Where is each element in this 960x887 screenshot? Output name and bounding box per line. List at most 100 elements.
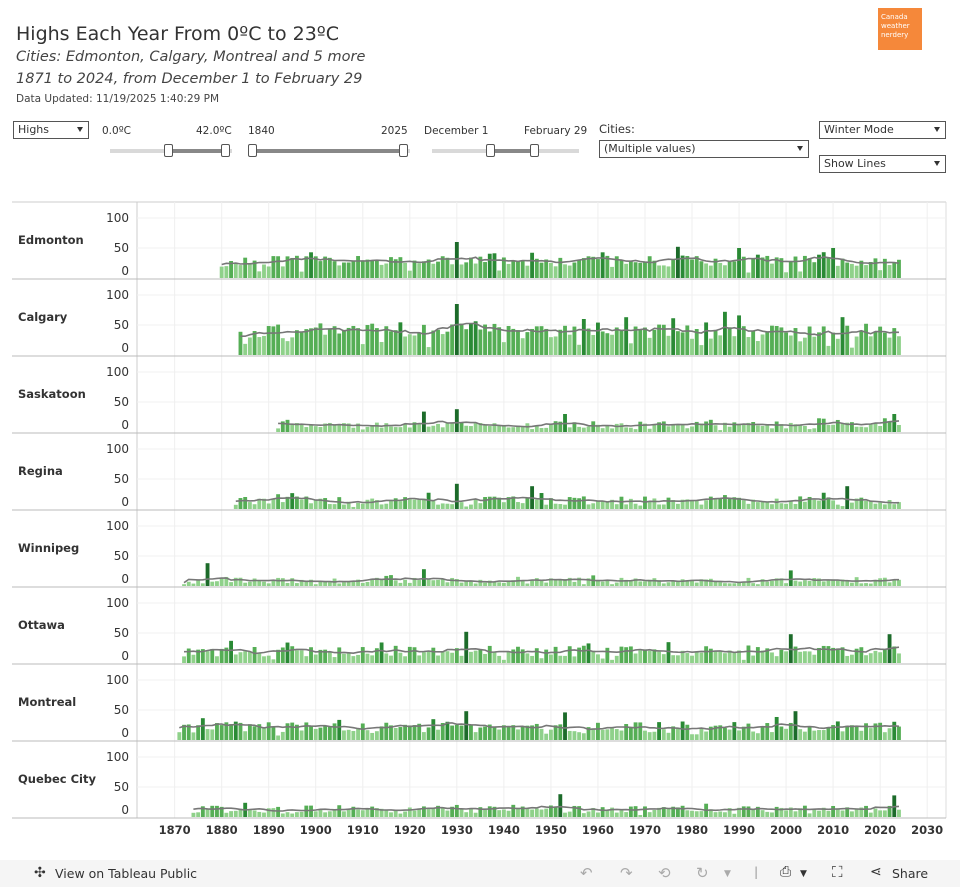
- bar-montreal-1901: [318, 727, 323, 740]
- x-tick-label: 1910: [347, 823, 379, 837]
- bar-montreal-1978: [680, 721, 685, 740]
- bar-regina-1921: [412, 499, 417, 509]
- bar-saskatoon-1907: [346, 423, 351, 432]
- temp-slider-min-handle[interactable]: [164, 144, 173, 157]
- bar-quebec-city-1892: [276, 806, 281, 817]
- year-slider-max-handle[interactable]: [399, 144, 408, 157]
- bar-calgary-2014: [850, 347, 854, 355]
- bar-montreal-1923: [421, 732, 426, 740]
- bar-quebec-city-1965: [619, 810, 624, 817]
- lines-dropdown[interactable]: Show Lines: [819, 155, 946, 173]
- bar-saskatoon-1935: [478, 423, 483, 432]
- bar-saskatoon-1962: [605, 425, 610, 432]
- bar-quebec-city-1990: [737, 807, 741, 817]
- bar-quebec-city-1920: [407, 807, 412, 817]
- bar-quebec-city-1921: [412, 810, 417, 817]
- bar-ottawa-1992: [746, 645, 751, 663]
- bar-regina-1950: [548, 498, 553, 509]
- bar-regina-1932: [464, 506, 469, 509]
- tableau-logo-icon[interactable]: ✣: [34, 865, 46, 881]
- bar-edmonton-1886: [247, 264, 252, 278]
- bar-ottawa-1976: [671, 655, 676, 663]
- bar-calgary-1926: [436, 329, 440, 355]
- bar-winnipeg-1963: [610, 584, 614, 586]
- share-icon[interactable]: ⋖: [870, 864, 882, 880]
- trend-line-quebec-city: [193, 805, 900, 812]
- bar-montreal-1926: [436, 729, 440, 740]
- cities-dropdown[interactable]: (Multiple values): [599, 140, 809, 158]
- bar-saskatoon-1906: [342, 423, 346, 432]
- bar-winnipeg-1973: [657, 580, 662, 586]
- bar-montreal-1908: [351, 730, 356, 740]
- download-icon[interactable]: ⎙: [780, 864, 792, 880]
- bar-quebec-city-1994: [755, 806, 760, 817]
- share-button[interactable]: Share: [892, 866, 929, 881]
- year-slider-min-handle[interactable]: [248, 144, 257, 157]
- bar-calgary-1915: [384, 326, 389, 355]
- undo-icon[interactable]: ↶: [580, 864, 593, 882]
- bar-montreal-1910: [360, 723, 365, 740]
- bar-winnipeg-1970: [643, 581, 647, 586]
- bar-regina-1895: [290, 493, 295, 509]
- bar-calgary-1908: [351, 325, 356, 355]
- pause-dropdown-icon[interactable]: ▼: [724, 869, 731, 879]
- bar-regina-1912: [370, 498, 375, 509]
- bar-quebec-city-1896: [294, 812, 299, 817]
- date-slider-max-handle[interactable]: [530, 144, 539, 157]
- bar-calgary-1921: [412, 335, 417, 355]
- bar-edmonton-1988: [727, 261, 732, 278]
- bar-edmonton-1952: [558, 257, 563, 278]
- bar-quebec-city-1961: [600, 807, 605, 817]
- measure-dropdown[interactable]: Highs: [13, 121, 89, 139]
- bar-calgary-1998: [774, 325, 779, 355]
- bar-ottawa-1959: [591, 650, 596, 663]
- revert-icon[interactable]: ⟲: [658, 864, 671, 882]
- bar-regina-1958: [586, 504, 591, 509]
- y-tick-label: 100: [106, 288, 129, 302]
- bar-quebec-city-1969: [638, 814, 643, 817]
- bar-winnipeg-1895: [290, 578, 295, 586]
- bar-montreal-1895: [290, 722, 295, 740]
- bar-montreal-1906: [342, 730, 346, 740]
- bar-quebec-city-1988: [727, 808, 732, 817]
- bar-quebec-city-1941: [506, 810, 511, 817]
- bar-calgary-2020: [878, 326, 883, 355]
- bar-edmonton-1992: [746, 272, 751, 278]
- bar-calgary-2007: [817, 332, 821, 355]
- redo-icon[interactable]: ↷: [620, 864, 633, 882]
- temp-slider-max-handle[interactable]: [221, 144, 230, 157]
- bar-montreal-1882: [229, 724, 233, 740]
- bar-edmonton-1991: [741, 256, 746, 278]
- bar-regina-1913: [374, 500, 379, 509]
- logo[interactable]: Canada weather nerdery: [878, 8, 922, 50]
- bar-regina-1893: [280, 502, 285, 509]
- date-slider-min-handle[interactable]: [486, 144, 495, 157]
- bar-quebec-city-1879: [215, 805, 219, 817]
- bar-regina-1968: [633, 503, 638, 509]
- bar-ottawa-1906: [342, 653, 346, 663]
- bar-ottawa-1872: [182, 656, 186, 663]
- bar-montreal-1970: [643, 730, 647, 740]
- temp-min-label: 0.0ºC: [102, 125, 131, 137]
- bar-saskatoon-1919: [403, 423, 408, 432]
- bar-montreal-1938: [492, 727, 497, 740]
- bar-regina-1904: [332, 504, 337, 509]
- bar-calgary-2009: [826, 345, 831, 355]
- bar-montreal-1902: [323, 726, 328, 740]
- bar-regina-1925: [431, 500, 436, 509]
- bar-regina-1884: [238, 498, 243, 509]
- bar-saskatoon-1995: [760, 425, 765, 432]
- view-on-tableau-link[interactable]: View on Tableau Public: [55, 866, 198, 881]
- fullscreen-icon[interactable]: ⛶: [832, 863, 843, 881]
- bar-calgary-1985: [713, 329, 718, 355]
- bar-winnipeg-1890: [266, 583, 271, 586]
- bar-winnipeg-1873: [186, 581, 191, 586]
- refresh-icon[interactable]: ↻: [696, 864, 709, 882]
- bar-montreal-1924: [426, 727, 431, 740]
- bar-montreal-1932: [464, 711, 469, 740]
- bar-winnipeg-1900: [313, 584, 318, 586]
- mode-dropdown[interactable]: Winter Mode: [819, 121, 946, 139]
- download-dropdown-icon[interactable]: ▼: [800, 869, 807, 879]
- bar-winnipeg-1928: [445, 582, 450, 586]
- bar-calgary-1960: [596, 322, 600, 355]
